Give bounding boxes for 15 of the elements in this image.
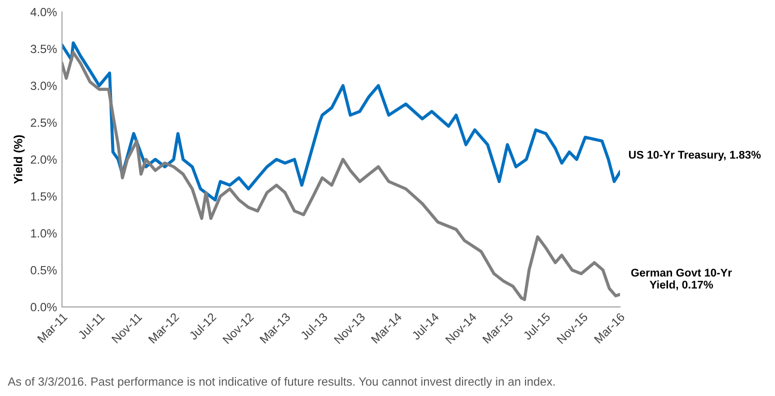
y-tick-label: 2.5% [30,118,57,127]
line-series [62,50,620,302]
y-tick-label: 3.5% [30,44,57,54]
y-tick-label: 1.0% [31,229,57,238]
y-tick-label: 0.0% [30,302,57,312]
y-tick-label: 2.0% [30,155,57,164]
line-series [62,41,620,202]
text: As of 3/3/2016. Past performance is not indicative of future results. You cannot invest directly in an index. [8,377,555,388]
series-label: US 10-Yr Treasury, 1.83% [629,150,761,161]
y-axis-title: Yield (%) [14,135,25,184]
y-tick-label: 4.0% [30,8,57,16]
y-tick-label: 3.0% [30,82,57,90]
series-label: German Govt 10-Yr Yield, 0.17% [631,268,732,290]
y-tick-label: 1.5% [31,192,57,201]
y-tick-label: 0.5% [30,266,57,274]
